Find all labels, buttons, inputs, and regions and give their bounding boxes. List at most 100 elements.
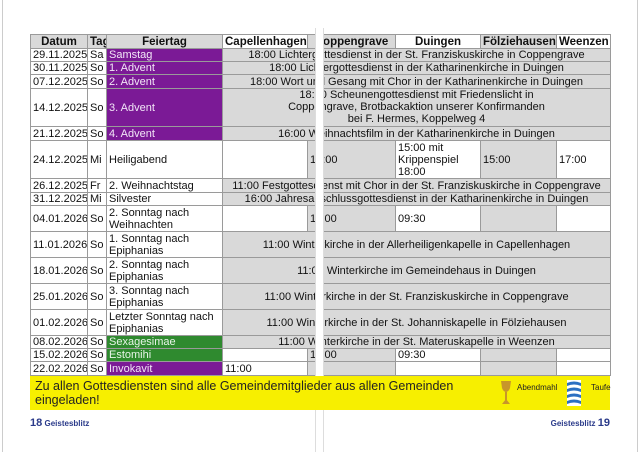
page-gutter [315, 28, 324, 452]
date-cell: 14.12.2025 [30, 88, 88, 127]
service-time-cell [222, 348, 308, 362]
day-cell: So [87, 126, 107, 141]
feast-cell: 3. Advent [106, 88, 223, 127]
table-row: 22.02.2026 So Invokavit 11:00 [30, 361, 611, 376]
feast-cell: Invokavit [106, 361, 223, 376]
feast-cell: 2. Sonntag nach Weihnachten [106, 205, 223, 232]
right-page-edge [637, 0, 638, 452]
service-time-cell: 09:30 [395, 348, 481, 362]
merged-service-cell: 18:00 Lichtergottesdienst in der St. Fra… [222, 48, 611, 62]
column-header: Tag [87, 34, 107, 49]
feast-cell: Letzter Sonntag nach Epiphanias [106, 309, 223, 336]
column-header: Feiertag [106, 34, 223, 49]
feast-cell: Sexagesimae [106, 335, 223, 349]
service-time-cell [480, 361, 557, 376]
feast-cell: Estomihi [106, 348, 223, 362]
merged-service-cell: 16:00 Jahresabschlussgottesdienst in der… [222, 192, 611, 206]
column-header: Duingen [395, 34, 481, 49]
service-time-cell [222, 140, 308, 179]
date-cell: 18.01.2026 [30, 257, 88, 284]
date-cell: 24.12.2025 [30, 140, 88, 179]
day-cell: So [87, 74, 107, 89]
merged-service-cell: 11:00 Festgottesdienst mit Chor in der S… [222, 178, 611, 193]
merged-service-cell: 18:00 Lichtergottesdienst in der Kathari… [222, 61, 611, 75]
table-row: 25.01.2026 So 3. Sonntag nach Epiphanias 11… [30, 283, 611, 310]
date-cell: 07.12.2025 [30, 74, 88, 89]
merged-service-cell: 11:00 Winterkirche in der St. Materuskap… [222, 335, 611, 349]
day-cell: So [87, 61, 107, 75]
day-cell: Mi [87, 140, 107, 179]
day-cell: So [87, 205, 107, 232]
date-cell: 30.11.2025 [30, 61, 88, 75]
feast-cell: Heiligabend [106, 140, 223, 179]
merged-service-cell: 18:00 Wort und Gesang mit Chor in der Ka… [222, 74, 611, 89]
day-cell: Sa [87, 48, 107, 62]
banner-text-box: Zu allen Gottesdiensten sind alle Gemein… [35, 376, 490, 410]
date-cell: 01.02.2026 [30, 309, 88, 336]
day-cell: Mi [87, 192, 107, 206]
day-cell: So [87, 257, 107, 284]
service-schedule-table: DatumTagFeiertagCapellenhagenCoppengrave… [30, 34, 611, 376]
column-header: Coppengrave [307, 34, 396, 49]
date-cell: 15.02.2026 [30, 348, 88, 362]
day-cell: So [87, 361, 107, 376]
banner-text: Zu allen Gottesdiensten sind alle Gemein… [35, 379, 454, 407]
date-cell: 21.12.2025 [30, 126, 88, 141]
service-time-cell: 09:30 [395, 205, 481, 232]
service-time-cell [480, 205, 557, 232]
footer-right: Geistesblitz 19 [551, 417, 610, 429]
date-cell: 04.01.2026 [30, 205, 88, 232]
column-header: Capellenhagen [222, 34, 308, 49]
date-cell: 29.11.2025 [30, 48, 88, 62]
service-time-cell [307, 361, 396, 376]
date-cell: 31.12.2025 [30, 192, 88, 206]
feast-cell: 1. Advent [106, 61, 223, 75]
day-cell: So [87, 309, 107, 336]
day-cell: So [87, 283, 107, 310]
magazine-title-left: Geistesblitz [44, 419, 90, 428]
column-header: Fölziehausen [480, 34, 557, 49]
chalice-icon [501, 381, 511, 404]
feast-cell: 2. Weihnachtstag [106, 178, 223, 193]
legend-taufe: Taufe [567, 380, 611, 406]
feast-cell: Silvester [106, 192, 223, 206]
service-time-cell: 15:00 mit Krippenspiel 18:00 [395, 140, 481, 179]
date-cell: 11.01.2026 [30, 231, 88, 258]
day-cell: Fr [87, 178, 107, 193]
feast-cell: 3. Sonntag nach Epiphanias [106, 283, 223, 310]
merged-service-cell: 18:00 Scheunengottesdienst mit Friedensl… [222, 88, 611, 127]
page-number-left: 18 [30, 417, 43, 429]
column-header: Weenzen [556, 34, 611, 49]
service-time-cell [556, 205, 611, 232]
legend-label-taufe: Taufe [591, 383, 611, 392]
feast-cell: 2. Sonntag nach Epiphanias [106, 257, 223, 284]
legend-label-abendmahl: Abendmahl [517, 383, 558, 392]
date-cell: 26.12.2025 [30, 178, 88, 193]
table-row: 18.01.2026 So 2. Sonntag nach Epiphanias 11… [30, 257, 611, 284]
day-cell: So [87, 348, 107, 362]
date-cell: 25.01.2026 [30, 283, 88, 310]
column-header: Datum [30, 34, 88, 49]
table-header-row: DatumTagFeiertagCapellenhagenCoppengrave… [30, 34, 611, 49]
footer-left: 18 Geistesblitz [30, 417, 89, 429]
merged-service-cell: 11:00 Winterkirche in der Allerheiligenk… [222, 231, 611, 258]
feast-cell: 4. Advent [106, 126, 223, 141]
feast-cell: 1. Sonntag nach Epiphanias [106, 231, 223, 258]
merged-service-cell: 16:00 Weihnachtsfilm in der Katharinenki… [222, 126, 611, 141]
legend-abendmahl: Abendmahl [500, 380, 557, 406]
baptism-water-icon [567, 380, 581, 406]
feast-cell: Samstag [106, 48, 223, 62]
service-time-cell [556, 361, 611, 376]
service-time-cell: 11:00 [222, 361, 308, 376]
service-time-cell: 17:00 [556, 140, 611, 179]
day-cell: So [87, 231, 107, 258]
date-cell: 22.02.2026 [30, 361, 88, 376]
invitation-banner: Zu allen Gottesdiensten sind alle Gemein… [30, 376, 611, 410]
table-row: 15.02.2026SoEstomihi11:0009:30 [30, 348, 611, 362]
merged-service-cell: 11:00 Winterkirche im Gemeindehaus in Du… [222, 257, 611, 284]
service-time-cell [480, 348, 557, 362]
merged-service-cell: 11:00 Winterkirche in der St. Franziskus… [222, 283, 611, 310]
service-time-cell [556, 348, 611, 362]
service-time-cell [395, 361, 481, 376]
table-row: 14.12.2025 So 3. Advent 18:00 Scheunengotte… [30, 88, 611, 127]
